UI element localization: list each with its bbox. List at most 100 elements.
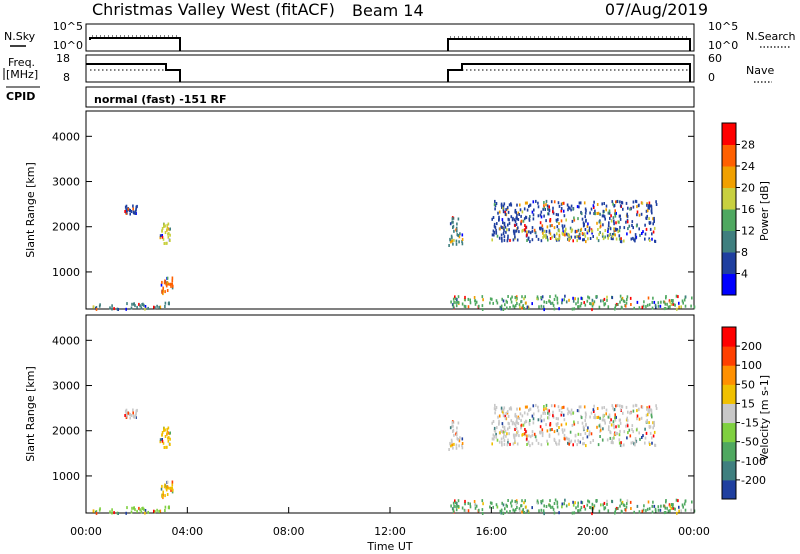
power-data-cell: [543, 229, 546, 233]
velocity-data-cell: [491, 437, 494, 441]
power-data-cell: [600, 299, 602, 303]
power-data-cell: [456, 298, 458, 301]
power-data-cell: [500, 233, 503, 237]
power-data-cell: [519, 305, 521, 309]
velocity-data-cell: [537, 501, 539, 505]
power-data-cell: [564, 233, 566, 237]
velocity-data-cell: [511, 422, 514, 426]
velocity-data-cell: [495, 432, 497, 436]
power-data-cell: [649, 204, 651, 208]
power-data-cell: [531, 238, 534, 242]
velocity-data-cell: [502, 436, 505, 439]
power-data-cell: [161, 227, 164, 230]
velocity-data-cell: [585, 422, 587, 426]
power-data-cell: [534, 231, 537, 235]
power-data-cell: [677, 295, 679, 299]
power-data-cell: [526, 305, 529, 309]
velocity-data-cell: [163, 426, 165, 430]
power-data-cell: [455, 239, 458, 243]
velocity-data-cell: [475, 504, 478, 508]
velocity-data-cell: [517, 430, 519, 434]
velocity-data-cell: [683, 502, 686, 506]
nave-label: Nave: [746, 64, 774, 77]
power-data-cell: [659, 304, 662, 308]
power-data-cell: [531, 210, 534, 214]
velocity-data-cell: [614, 418, 617, 422]
power-data-cell: [452, 297, 455, 301]
power-data-cell: [573, 216, 575, 220]
velocity-data-cell: [652, 421, 654, 425]
power-data-cell: [605, 204, 608, 208]
power-data-cell: [463, 304, 466, 308]
velocity-data-cell: [514, 428, 516, 431]
power-data-cell: [610, 219, 613, 223]
power-data-cell: [602, 209, 605, 213]
velocity-data-cell: [169, 486, 171, 490]
velocity-data-cell: [516, 417, 518, 421]
velocity-data-cell: [498, 414, 501, 418]
power-data-cell: [626, 295, 629, 299]
velocity-data-cell: [526, 412, 529, 416]
power-data-cell: [543, 201, 545, 204]
velocity-data-cell: [578, 409, 580, 413]
power-data-cell: [533, 208, 535, 212]
velocity-data-cell: [489, 505, 491, 509]
power-data-cell: [615, 227, 617, 231]
power-data-cell: [532, 200, 535, 204]
power-data-cell: [586, 299, 589, 303]
power-data-cell: [648, 221, 651, 225]
velocity-data-cell: [531, 430, 534, 434]
power-data-cell: [498, 217, 500, 221]
power-data-cell: [564, 229, 567, 233]
velocity-data-cell: [581, 501, 584, 505]
power-data-cell: [508, 203, 511, 207]
velocity-data-cell: [684, 508, 687, 512]
velocity-data-cell: [645, 420, 647, 424]
velocity-data-cell: [634, 443, 636, 447]
power-data-cell: [495, 231, 497, 235]
power-data-cell: [131, 302, 133, 306]
power-data-cell: [506, 206, 509, 210]
power-data-cell: [557, 201, 560, 205]
velocity-data-cell: [526, 405, 528, 409]
power-data-cell: [684, 304, 687, 308]
velocity-data-cell: [140, 510, 143, 514]
power-data-cell: [549, 232, 552, 236]
power-data-cell: [494, 199, 496, 203]
power-data-cell: [513, 305, 516, 309]
power-data-cell: [563, 298, 565, 302]
velocity-data-cell: [541, 499, 544, 503]
velocity-data-cell: [577, 432, 580, 436]
power-data-cell: [504, 303, 506, 307]
power-data-cell: [637, 204, 640, 208]
velocity-data-cell: [624, 508, 627, 512]
plot-title: Christmas Valley West (fitACF): [92, 0, 335, 19]
velocity-data-cell: [614, 508, 617, 511]
velocity-data-cell: [495, 435, 497, 439]
power-data-cell: [545, 199, 548, 203]
velocity-data-cell: [528, 434, 530, 438]
power-data-cell: [603, 215, 606, 219]
power-data-cell: [504, 225, 507, 229]
power-data-cell: [584, 303, 587, 307]
power-data-cell: [611, 296, 614, 300]
velocity-data-cell: [561, 406, 564, 409]
power-data-cell: [450, 240, 452, 244]
power-data-cell: [452, 226, 454, 229]
power-data-cell: [481, 295, 484, 299]
power-colorbar-tick-label: 28: [741, 139, 755, 152]
velocity-data-cell: [614, 416, 616, 420]
power-data-cell: [591, 308, 593, 312]
velocity-data-cell: [585, 413, 587, 417]
velocity-data-cell: [564, 437, 566, 441]
velocity-data-cell: [516, 407, 518, 411]
power-data-cell: [507, 210, 510, 214]
velocity-data-cell: [614, 413, 616, 417]
power-data-cell: [502, 206, 504, 210]
power-data-cell: [662, 300, 665, 304]
power-data-cell: [153, 305, 155, 309]
power-data-cell: [547, 212, 550, 216]
velocity-data-cell: [631, 428, 633, 431]
power-data-cell: [507, 223, 509, 227]
power-data-cell: [626, 220, 629, 224]
